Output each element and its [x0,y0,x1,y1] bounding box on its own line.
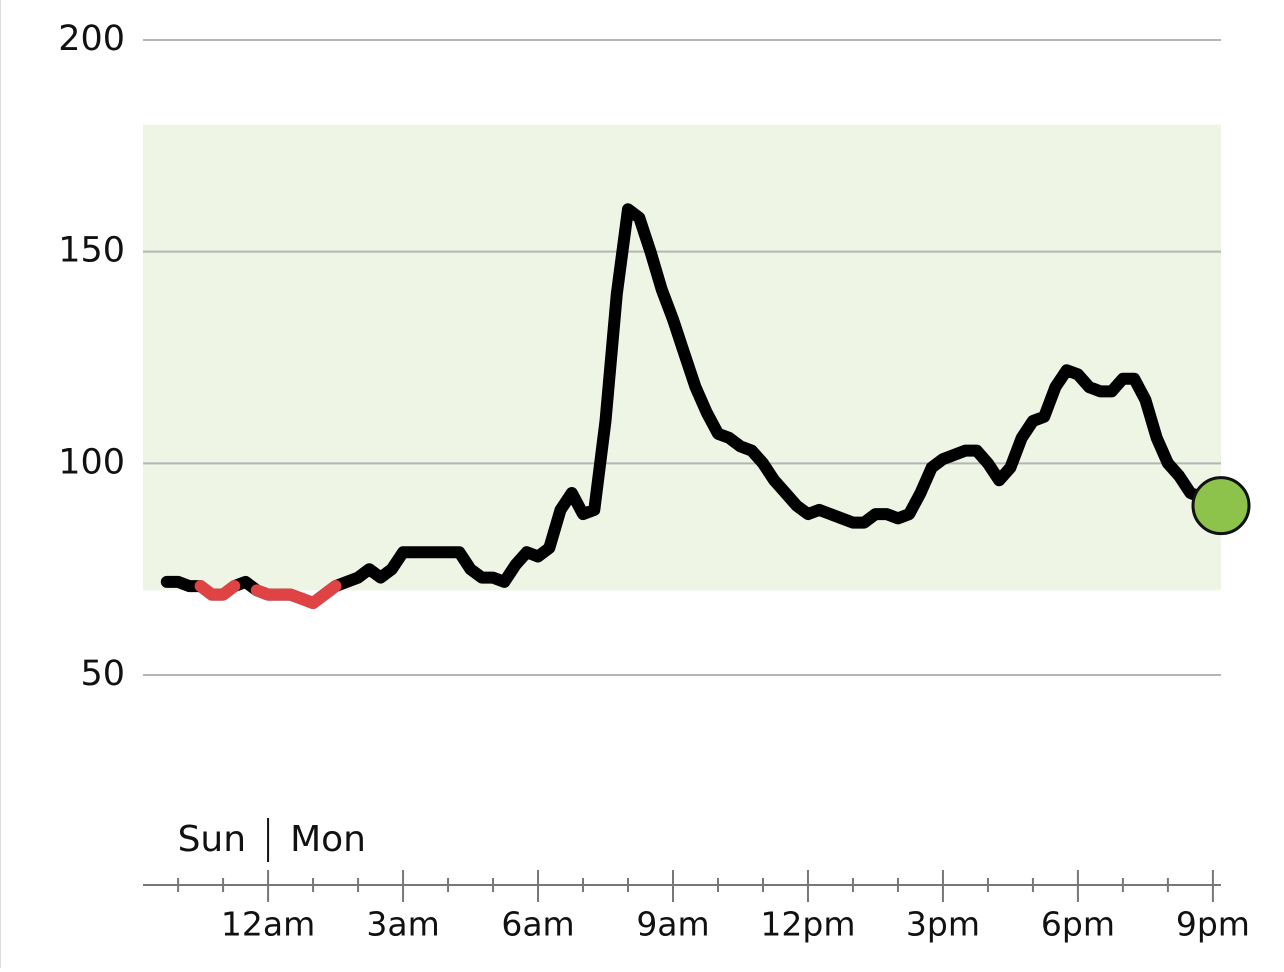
x-tick-label: 6am [501,905,574,944]
current-reading [1191,476,1251,536]
x-tick-label: 12am [221,905,315,944]
x-tick-label: 3am [366,905,439,944]
y-tick-label: 150 [58,231,125,271]
low-segment [217,580,241,601]
y-tick-label: 200 [58,19,125,59]
y-tick-label: 50 [80,654,125,694]
glucose-line [160,203,1227,609]
x-tick-label: 12pm [760,905,855,944]
x-tick-label: 6pm [1041,905,1115,944]
x-tick-label: 9pm [1176,905,1250,944]
x-tick-label: 9am [636,905,709,944]
day-label: Mon [290,819,366,860]
day-label: Sun [178,819,246,860]
y-tick-label: 100 [58,442,125,482]
x-tick-label: 3pm [906,905,980,944]
low-segment [318,580,342,601]
